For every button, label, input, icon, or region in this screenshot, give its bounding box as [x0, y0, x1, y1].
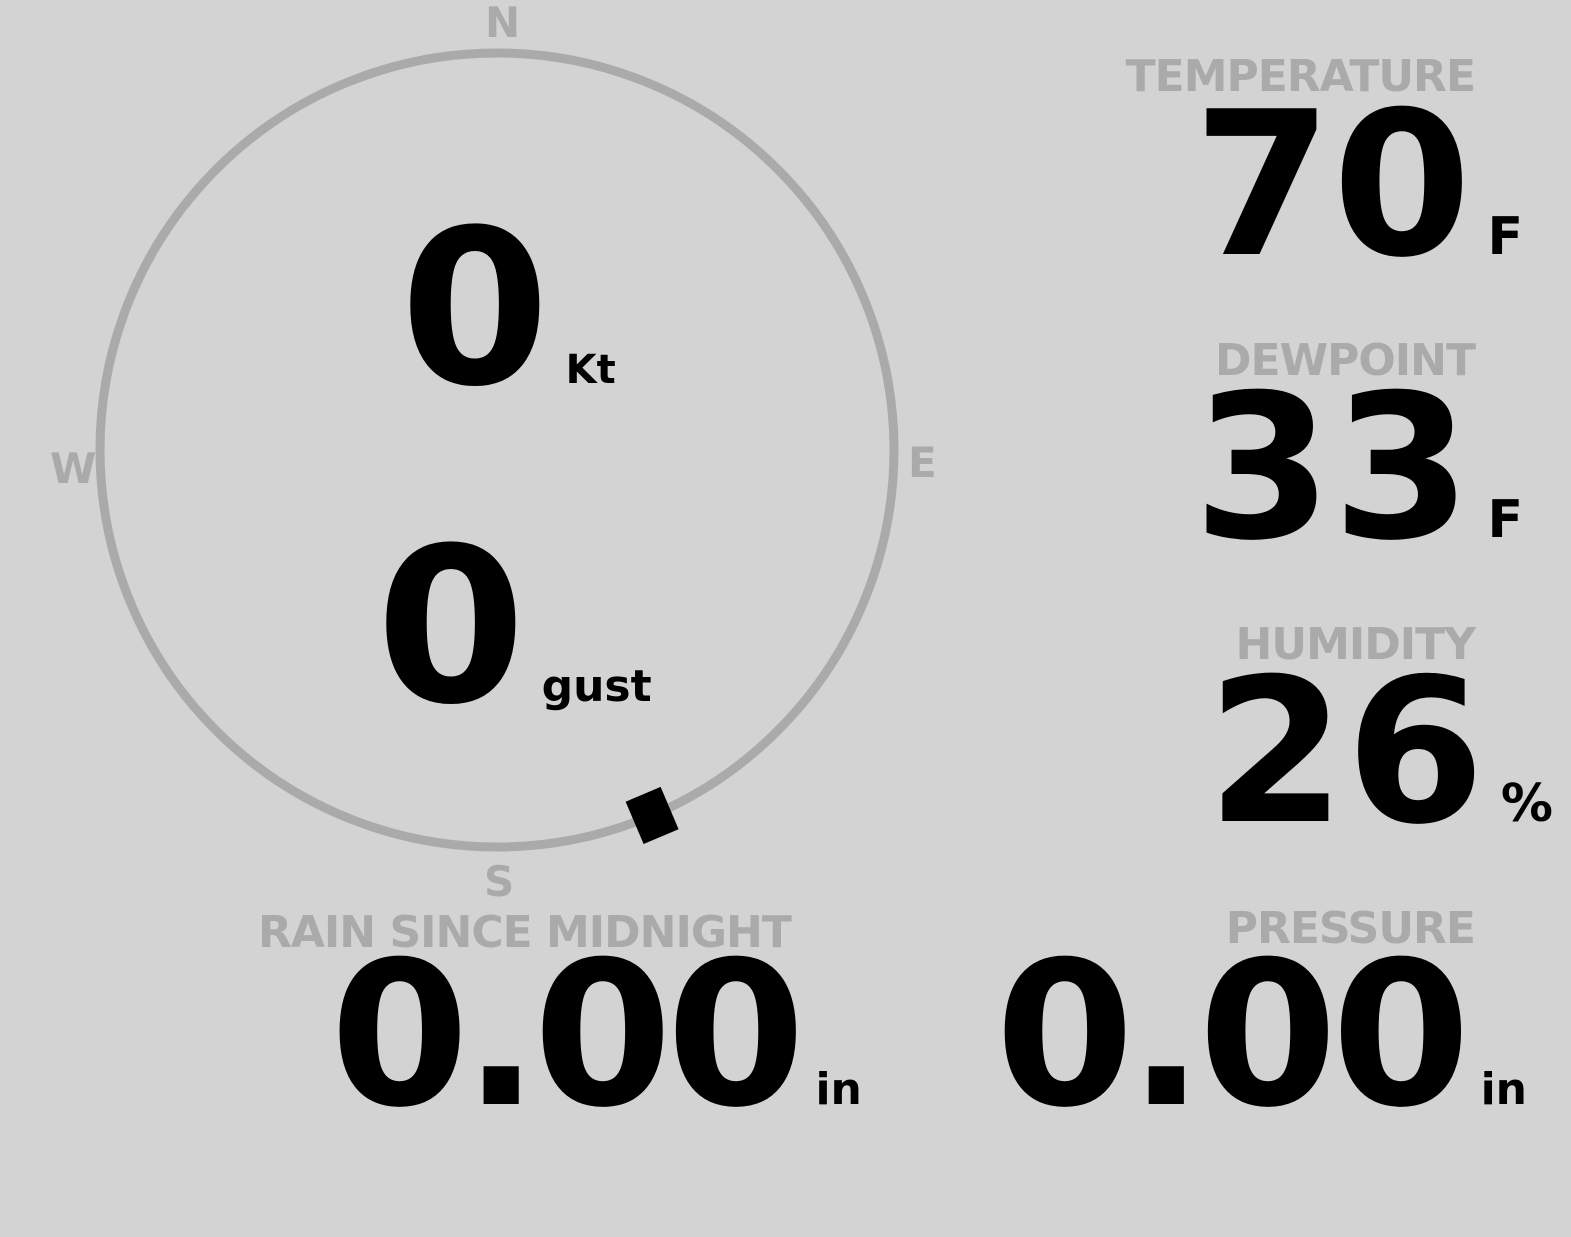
wind-direction-marker [625, 786, 679, 845]
temperature-label: TEMPERATURE [1125, 51, 1476, 102]
pressure-unit: in [1480, 1064, 1527, 1115]
compass-east: E [908, 438, 937, 487]
rain-label: RAIN SINCE MIDNIGHT [258, 907, 792, 958]
wind-gust-unit: gust [541, 661, 652, 712]
dewpoint-value: 33 [1193, 352, 1472, 585]
rain-row: 0.00 in [330, 919, 862, 1152]
temperature-unit: F [1487, 207, 1523, 267]
wind-gust-row: 0 gust [376, 501, 652, 752]
humidity-unit: % [1500, 774, 1553, 834]
humidity-label: HUMIDITY [1235, 619, 1476, 670]
pressure-label: PRESSURE [1225, 903, 1476, 954]
rain-value: 0.00 [330, 919, 805, 1152]
pressure-row: 0.00 in [995, 919, 1527, 1152]
pressure-value: 0.00 [995, 919, 1470, 1152]
wind-speed-row: 0 Kt [400, 183, 616, 434]
dewpoint-unit: F [1487, 490, 1523, 550]
wind-speed-unit: Kt [565, 347, 616, 393]
wind-speed-value: 0 [400, 183, 550, 434]
dewpoint-row: 33 F [1193, 352, 1523, 585]
dewpoint-label: DEWPOINT [1215, 335, 1476, 386]
humidity-value: 26 [1206, 636, 1485, 869]
temperature-value: 70 [1193, 69, 1472, 302]
compass-south: S [484, 857, 515, 906]
compass-north: N [485, 0, 521, 47]
compass-west: W [50, 444, 97, 493]
humidity-row: 26 % [1206, 636, 1553, 869]
temperature-row: 70 F [1193, 69, 1523, 302]
wind-gust-value: 0 [376, 501, 526, 752]
compass-ring [95, 48, 899, 852]
rain-unit: in [815, 1064, 862, 1115]
